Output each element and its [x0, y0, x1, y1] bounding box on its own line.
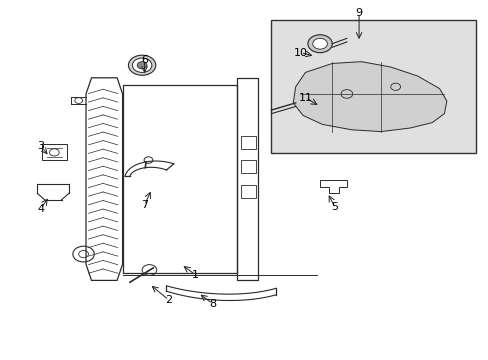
Text: 10: 10 [293, 48, 307, 58]
Text: 3: 3 [37, 141, 44, 151]
Text: 7: 7 [141, 200, 148, 210]
Bar [241, 161, 255, 174]
Text: 9: 9 [355, 8, 362, 18]
Polygon shape [293, 62, 446, 132]
Circle shape [307, 35, 331, 53]
Bar [122, 85, 237, 273]
Text: 1: 1 [192, 270, 199, 280]
Circle shape [137, 62, 147, 69]
Text: 11: 11 [298, 93, 312, 103]
Bar [241, 136, 255, 149]
Text: 6: 6 [141, 55, 148, 65]
Text: 4: 4 [37, 204, 44, 214]
Bar [271, 21, 475, 153]
Bar [241, 185, 255, 198]
Text: 2: 2 [165, 295, 172, 305]
Circle shape [132, 58, 152, 72]
Circle shape [312, 39, 327, 49]
Circle shape [128, 55, 156, 75]
Text: 8: 8 [209, 299, 216, 309]
Text: 5: 5 [330, 202, 338, 212]
